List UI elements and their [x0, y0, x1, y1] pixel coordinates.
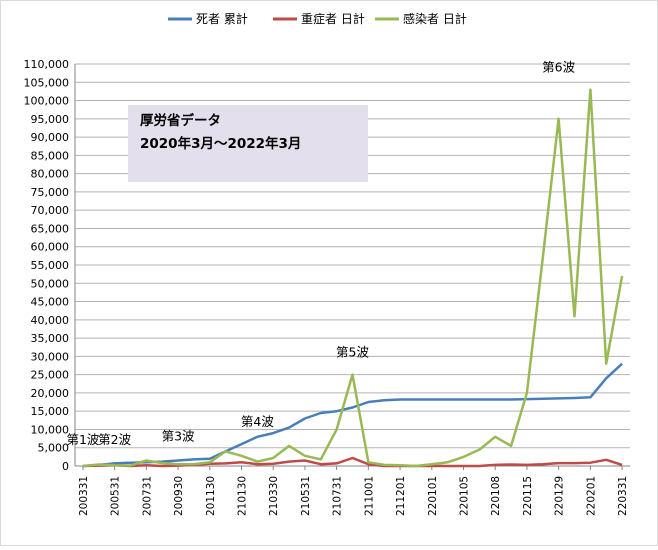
wave-label: 第3波 [162, 428, 195, 443]
text-box-background [128, 105, 368, 182]
y-tick-label: 70,000 [31, 204, 70, 217]
y-tick-label: 105,000 [24, 76, 70, 89]
series-line-1 [82, 456, 623, 468]
x-tick-label: 200331 [78, 476, 90, 516]
axes: 0 5,000 10,000 15,000 20,000 25,000 30,000 35,0… [24, 58, 630, 516]
wave-label: 第2波 [98, 432, 131, 447]
wave-label: 第6波 [542, 59, 575, 74]
text-box-line1: 厚労省データ [140, 112, 221, 129]
x-tick-label: 210130 [237, 476, 249, 516]
y-tick-label: 0 [62, 460, 69, 473]
wave-label: 第5波 [336, 344, 369, 359]
y-tick-label: 20,000 [31, 387, 70, 400]
y-tick-label: 35,000 [31, 332, 70, 345]
y-tick-label: 5,000 [38, 442, 70, 455]
y-tick-label: 90,000 [31, 131, 70, 144]
y-tick-label: 65,000 [31, 222, 70, 235]
x-tick-label: 210531 [300, 476, 312, 516]
wave-label: 第1波 [66, 432, 99, 447]
y-tick-label: 75,000 [31, 186, 70, 199]
y-tick-label: 95,000 [31, 113, 70, 126]
y-tick-label: 30,000 [31, 350, 70, 363]
x-tick-label: 200531 [110, 476, 122, 516]
y-tick-label: 45,000 [31, 296, 70, 309]
x-tick-label: 210330 [268, 476, 280, 516]
x-tick-label: 201130 [205, 476, 217, 516]
y-tick-label: 15,000 [31, 405, 70, 418]
series-line-0 [82, 362, 623, 468]
y-tick-label: 55,000 [31, 259, 70, 272]
x-tick-label: 220201 [585, 476, 597, 516]
y-tick-label: 40,000 [31, 314, 70, 327]
x-tick-label: 220108 [490, 476, 502, 516]
y-tick-label: 100,000 [24, 95, 70, 108]
x-tick-label: 210731 [332, 476, 344, 516]
x-tick-label: 220105 [459, 476, 471, 516]
legend-label-2: 感染者 日計 [403, 11, 467, 26]
x-tick-label: 220115 [522, 476, 534, 516]
y-tick-label: 60,000 [31, 241, 70, 254]
source-text-box: 厚労省データ 2020年3月～2022年3月 [128, 105, 368, 182]
series-lines [82, 88, 624, 468]
x-tick-label: 211001 [363, 476, 375, 516]
y-tick-label: 50,000 [31, 277, 70, 290]
x-tick-label: 220331 [617, 476, 629, 516]
x-tick-label: 200731 [141, 476, 153, 516]
y-tick-label: 80,000 [31, 168, 70, 181]
text-box-line2: 2020年3月～2022年3月 [140, 135, 301, 152]
x-tick-label: 220101 [427, 476, 439, 516]
y-tick-label: 10,000 [31, 423, 70, 436]
legend-label-0: 死者 累計 [196, 11, 248, 26]
y-tick-label: 25,000 [31, 369, 70, 382]
y-tick-label: 85,000 [31, 149, 70, 162]
y-tick-label: 110,000 [24, 58, 70, 71]
wave-label: 第4波 [241, 414, 274, 429]
legend-label-1: 重症者 日計 [301, 11, 365, 26]
legend: 死者 累計 重症者 日計 感染者 日計 [168, 11, 467, 26]
x-tick-label: 200930 [173, 476, 185, 516]
x-tick-label: 211201 [395, 476, 407, 516]
series-line-2 [82, 88, 624, 468]
x-tick-label: 220129 [554, 476, 566, 516]
